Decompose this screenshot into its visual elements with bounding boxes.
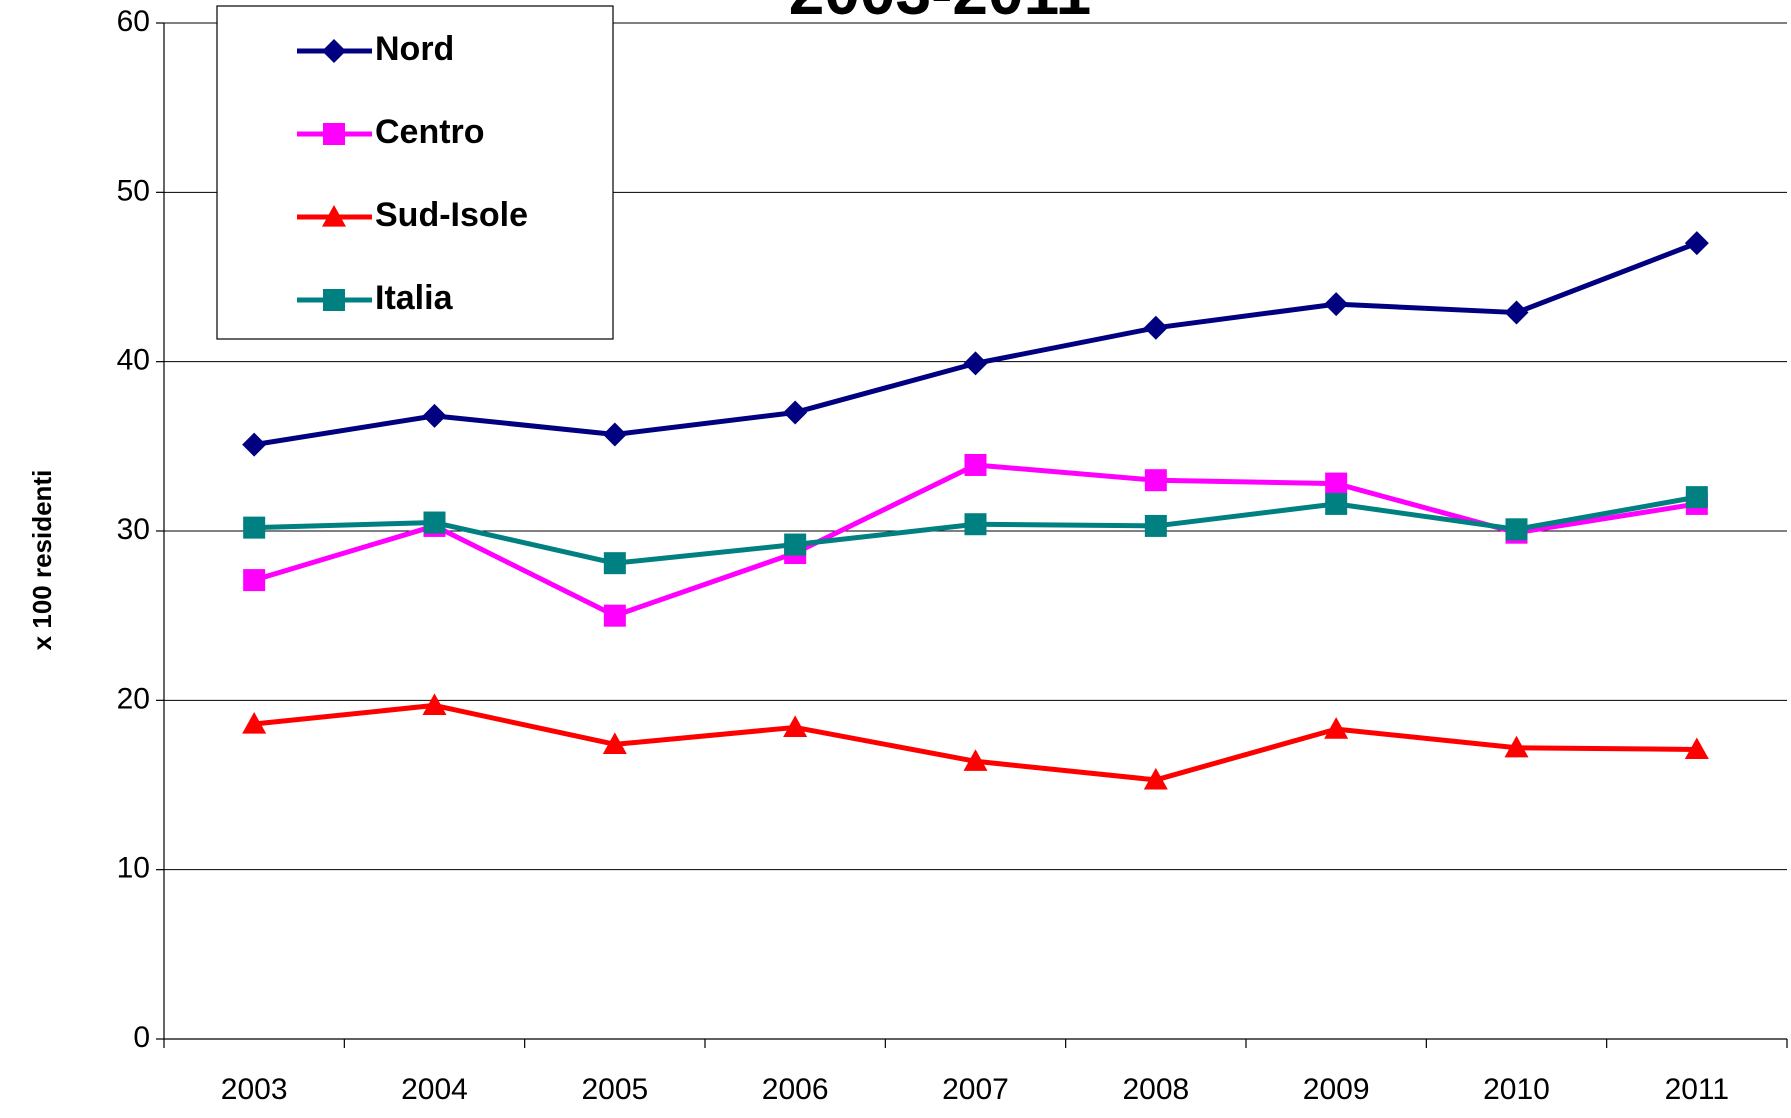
y-axis-label: x 100 residenti <box>27 470 57 651</box>
data-point <box>1684 231 1709 256</box>
data-point <box>963 749 988 771</box>
legend-label: Nord <box>375 30 454 68</box>
data-point <box>964 513 987 536</box>
data-point <box>242 712 267 734</box>
x-tick-label: 2005 <box>581 1073 648 1106</box>
legend-label: Centro <box>375 113 485 151</box>
data-point <box>1504 735 1529 758</box>
data-point <box>423 511 446 534</box>
data-point <box>243 569 266 592</box>
series-line <box>253 462 1698 619</box>
x-tick-label: 2008 <box>1122 1073 1189 1106</box>
legend-marker <box>322 39 346 63</box>
data-point <box>602 422 627 447</box>
x-tick-label: 2010 <box>1483 1073 1550 1106</box>
x-tick-label: 2006 <box>762 1073 829 1106</box>
y-tick-label: 40 <box>117 344 150 377</box>
data-point <box>964 453 987 476</box>
y-tick-label: 0 <box>133 1021 150 1054</box>
data-point <box>1325 492 1348 515</box>
y-tick-label: 10 <box>117 852 150 885</box>
data-point <box>783 400 808 425</box>
data-point <box>1143 767 1168 790</box>
chart-title: 2003-2011 <box>789 0 1092 28</box>
legend-label: Italia <box>375 279 454 317</box>
data-point <box>422 693 447 716</box>
x-tick-label: 2003 <box>221 1073 288 1106</box>
data-point <box>243 516 266 539</box>
y-tick-label: 60 <box>117 5 150 38</box>
x-tick-label: 2004 <box>401 1073 468 1106</box>
x-tick-label: 2007 <box>942 1073 1009 1106</box>
y-tick-label: 20 <box>117 682 150 715</box>
y-tick-label: 50 <box>117 174 150 207</box>
y-tick-label: 30 <box>117 513 150 546</box>
data-point <box>1325 472 1348 495</box>
legend-box <box>216 5 614 340</box>
x-tick-label: 2009 <box>1303 1073 1370 1106</box>
legend-label: Sud-Isole <box>375 196 528 234</box>
data-point <box>603 604 626 627</box>
data-point <box>1143 315 1168 340</box>
data-point <box>1685 486 1708 509</box>
data-point <box>242 432 267 457</box>
data-point <box>1324 292 1349 317</box>
data-point <box>1324 717 1349 739</box>
legend-marker <box>323 289 345 311</box>
data-point <box>1144 514 1167 537</box>
data-point <box>602 732 627 754</box>
data-point <box>603 552 626 575</box>
legend: Nord Centro Sud-Isole Italia <box>216 5 614 340</box>
legend-marker <box>323 123 345 145</box>
data-point <box>963 351 988 376</box>
data-point <box>784 533 807 556</box>
data-point <box>1505 518 1528 541</box>
x-tick-label: 2011 <box>1665 1073 1730 1106</box>
data-point <box>1504 300 1529 325</box>
data-point <box>1684 737 1709 760</box>
legend-marker <box>322 205 346 227</box>
data-point <box>422 403 447 428</box>
data-point <box>783 715 808 738</box>
data-point <box>1144 469 1167 492</box>
